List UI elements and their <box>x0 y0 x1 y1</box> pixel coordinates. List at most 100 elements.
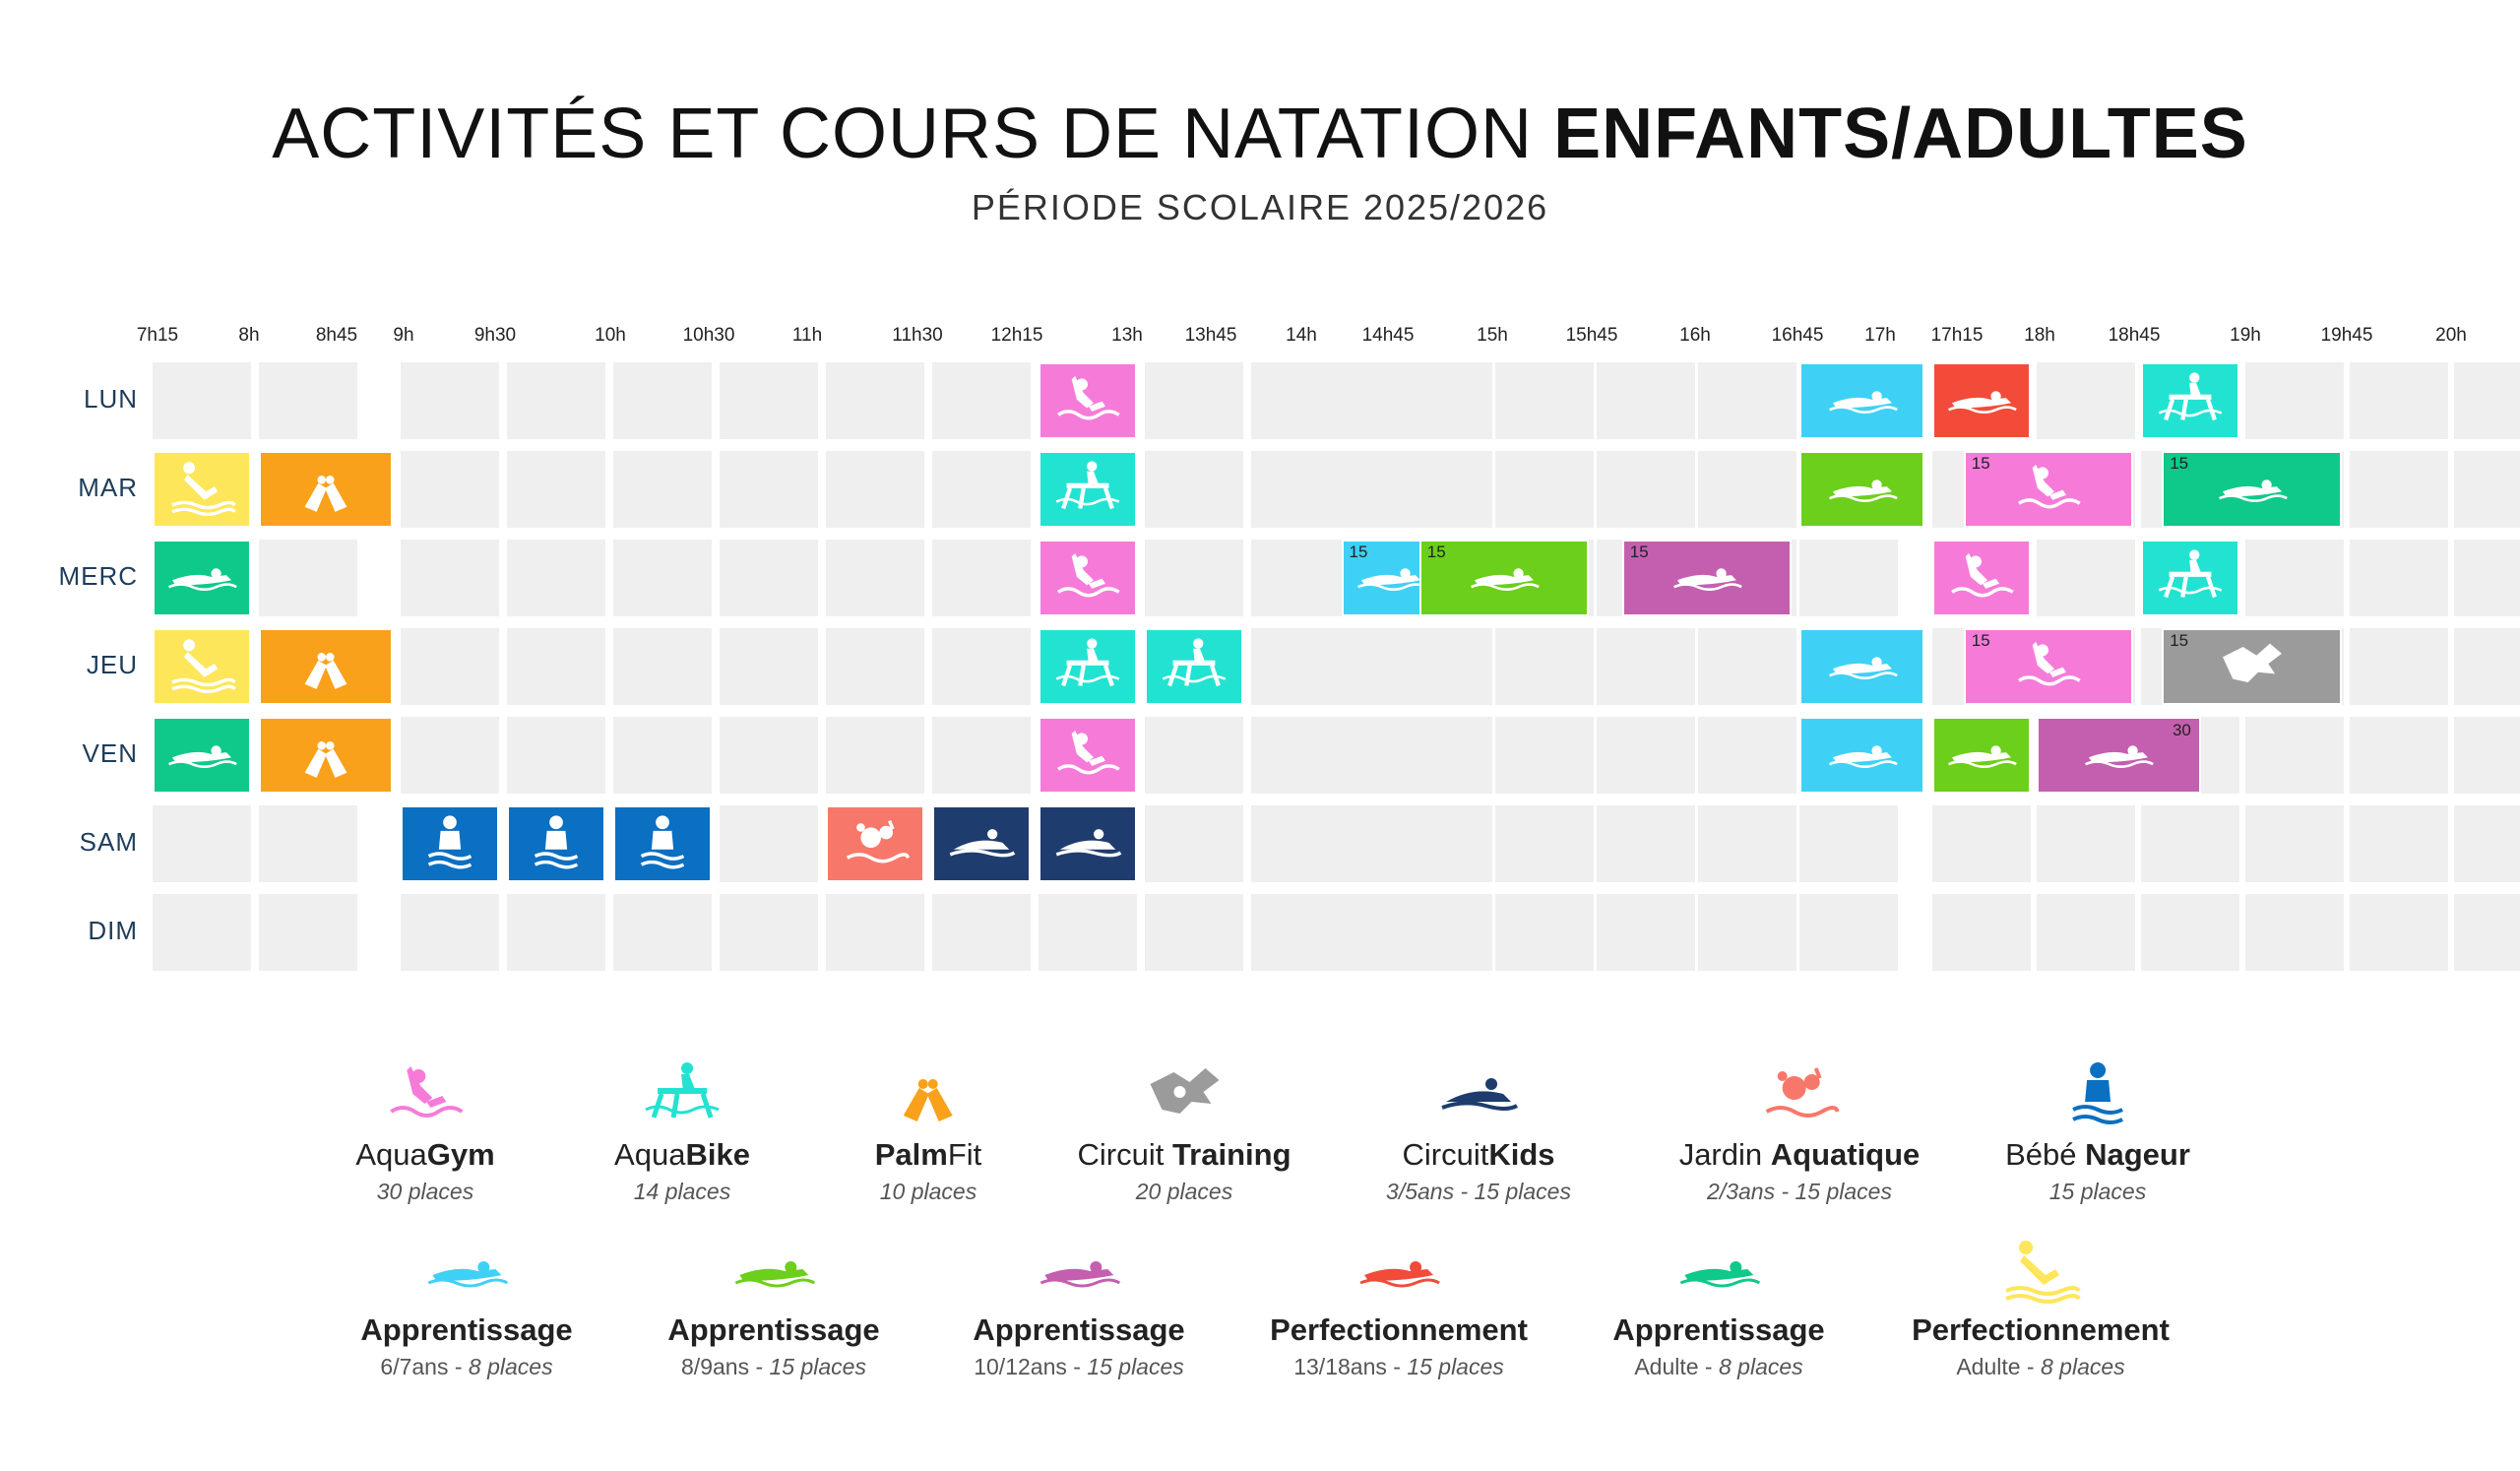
capacity-label: 15 <box>1349 543 1368 561</box>
legend-capacity: 15 places <box>1087 1354 1184 1379</box>
session-app-adulte[interactable]: 15 <box>2162 451 2342 528</box>
legend-item-app-6-7: Apprentissage 6/7ans - 8 places <box>360 1226 573 1380</box>
empty-slot <box>1799 805 1898 882</box>
empty-slot <box>1145 805 1243 882</box>
legend-name: Perfectionnement <box>1270 1312 1528 1347</box>
session-app-6-7[interactable] <box>1799 717 1924 794</box>
empty-slot <box>2245 805 2344 882</box>
legend-name-light: Circuit <box>1402 1137 1489 1172</box>
time-label: 15h45 <box>1565 325 1618 346</box>
session-palmfit[interactable] <box>259 451 393 528</box>
empty-slot <box>720 451 818 528</box>
session-aquabike[interactable] <box>1039 628 1137 705</box>
session-aquabike[interactable] <box>1145 628 1243 705</box>
session-circuit-training[interactable]: 15 <box>2162 628 2342 705</box>
session-aquagym[interactable]: 15 <box>1963 451 2133 528</box>
session-perf-13-18[interactable] <box>1932 362 2031 439</box>
session-aquagym[interactable]: 15 <box>1963 628 2133 705</box>
legend-places: 10 places <box>879 1179 977 1204</box>
session-app-6-7[interactable] <box>1799 362 1924 439</box>
palmfit-icon <box>284 458 368 522</box>
legend-name-light: Aqua <box>355 1137 427 1172</box>
legend-name-bold: Bike <box>685 1137 750 1172</box>
empty-slot <box>2245 894 2344 971</box>
swimmer-icon <box>1939 724 2024 788</box>
empty-slot <box>507 540 605 616</box>
session-aquabike[interactable] <box>2141 540 2239 616</box>
time-label: 12h15 <box>990 325 1043 346</box>
empty-slot <box>1292 628 1391 705</box>
empty-slot <box>932 628 1031 705</box>
empty-slot <box>1292 894 1391 971</box>
legend-item-aquabike: AquaBike 14 places <box>614 1049 750 1205</box>
legend-item-circuit-training: Circuit Training 20 places <box>1077 1049 1292 1205</box>
session-palmfit[interactable] <box>259 628 393 705</box>
palmfit-icon <box>284 635 368 699</box>
session-aquagym[interactable] <box>1039 362 1137 439</box>
session-jardin-aquatique[interactable] <box>826 805 924 882</box>
empty-slot <box>2350 362 2448 439</box>
swimmer-icon <box>1349 546 1433 610</box>
empty-slot <box>2037 540 2135 616</box>
empty-slot <box>826 451 924 528</box>
legend-age: Adulte - <box>1956 1354 2041 1379</box>
time-label: 17h15 <box>1930 325 1984 346</box>
session-app-6-7[interactable] <box>1799 628 1924 705</box>
swimmer-icon <box>973 1226 1184 1305</box>
session-app-adulte[interactable] <box>153 540 251 616</box>
session-app-8-9[interactable] <box>1932 717 2031 794</box>
session-bebe-nageur[interactable] <box>507 805 605 882</box>
empty-slot <box>1597 894 1695 971</box>
aquabike-icon <box>1152 635 1236 699</box>
swimmer-icon <box>1820 635 1905 699</box>
session-app-adulte[interactable] <box>153 717 251 794</box>
session-palmfit[interactable] <box>259 717 393 794</box>
bebe-nageur-icon <box>620 812 705 876</box>
swimmer-icon <box>1820 369 1905 433</box>
palmfit-icon <box>875 1049 982 1127</box>
session-aquabike[interactable] <box>1039 451 1137 528</box>
empty-slot <box>1698 451 1796 528</box>
legend-name: AquaGym <box>355 1137 494 1173</box>
empty-slot <box>1495 717 1594 794</box>
empty-slot <box>720 540 818 616</box>
legend-name-light: Circuit <box>1077 1137 1172 1172</box>
circuitkids-icon <box>1045 812 1130 876</box>
empty-slot <box>2454 540 2520 616</box>
session-app-8-9[interactable]: 15 <box>1418 540 1589 616</box>
empty-slot <box>932 362 1031 439</box>
empty-slot <box>720 362 818 439</box>
session-app-8-9[interactable] <box>1799 451 1924 528</box>
session-aquagym[interactable] <box>1932 540 2031 616</box>
session-perf-adulte[interactable] <box>153 628 251 705</box>
legend-name: Apprentissage <box>1612 1312 1825 1347</box>
session-aquagym[interactable] <box>1039 717 1137 794</box>
swimmer-icon <box>1665 546 1749 610</box>
day-label: JEU <box>86 650 138 679</box>
session-app-10-12[interactable]: 30 <box>2037 717 2201 794</box>
time-label: 8h <box>238 325 260 346</box>
legend-item-app-10-12: Apprentissage 10/12ans - 15 places <box>973 1226 1185 1380</box>
empty-slot <box>2037 805 2135 882</box>
time-label: 16h <box>1679 325 1711 346</box>
time-label: 16h45 <box>1771 325 1824 346</box>
session-circuitkids[interactable] <box>932 805 1031 882</box>
session-circuitkids[interactable] <box>1039 805 1137 882</box>
swimmer-icon <box>1462 546 1546 610</box>
empty-slot <box>507 628 605 705</box>
empty-slot <box>1394 628 1492 705</box>
session-aquabike[interactable] <box>2141 362 2239 439</box>
session-perf-adulte[interactable] <box>153 451 251 528</box>
time-label: 7h15 <box>136 325 179 346</box>
legend-places: 2/3ans - 15 places <box>1707 1179 1892 1204</box>
legend-capacity: 8 places <box>1718 1354 1803 1379</box>
session-app-10-12[interactable]: 15 <box>1621 540 1792 616</box>
session-bebe-nageur[interactable] <box>401 805 499 882</box>
empty-slot <box>153 805 251 882</box>
aquagym-icon <box>355 1049 494 1127</box>
diver-icon <box>159 635 244 699</box>
session-bebe-nageur[interactable] <box>613 805 712 882</box>
time-label: 18h45 <box>2108 325 2161 346</box>
session-aquagym[interactable] <box>1039 540 1137 616</box>
empty-slot <box>932 717 1031 794</box>
